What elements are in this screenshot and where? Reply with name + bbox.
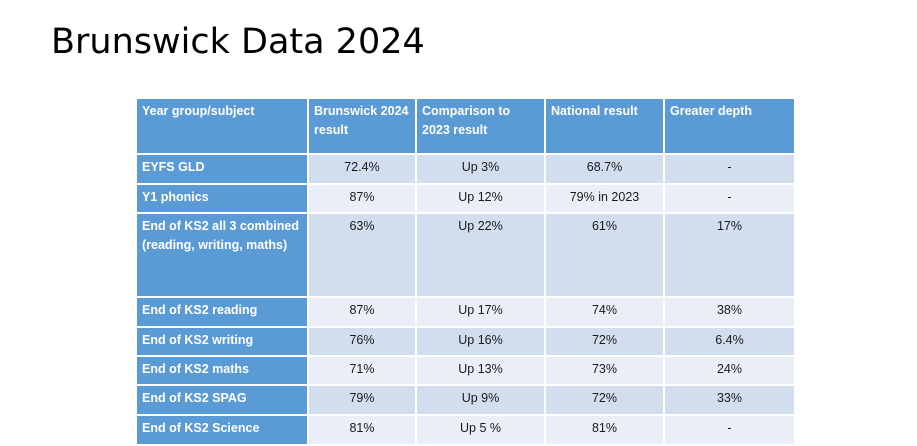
comparison-cell: Up 9% [415,384,546,416]
table-row: End of KS2 Science 81% Up 5 % 81% - [135,414,796,446]
table-row: End of KS2 all 3 combined (reading, writ… [135,212,796,298]
comparison-cell: Up 13% [415,355,546,386]
national-result-cell: 73% [544,355,665,386]
brunswick-result-cell: 87% [307,183,417,214]
national-result-cell: 72% [544,326,665,357]
greater-depth-cell: 6.4% [663,326,796,357]
brunswick-result-cell: 76% [307,326,417,357]
national-result-cell: 72% [544,384,665,416]
table-row: End of KS2 reading 87% Up 17% 74% 38% [135,296,796,328]
greater-depth-cell: - [663,183,796,214]
row-label: End of KS2 Science [135,414,309,446]
header-brunswick-2024-result: Brunswick 2024 result [307,97,417,155]
comparison-cell: Up 17% [415,296,546,328]
header-greater-depth: Greater depth [663,97,796,155]
brunswick-result-cell: 72.4% [307,153,417,185]
greater-depth-cell: 24% [663,355,796,386]
brunswick-result-cell: 71% [307,355,417,386]
row-label: End of KS2 writing [135,326,309,357]
row-label: End of KS2 reading [135,296,309,328]
table-row: End of KS2 SPAG 79% Up 9% 72% 33% [135,384,796,416]
header-comparison-to-2023: Comparison to 2023 result [415,97,546,155]
comparison-cell: Up 12% [415,183,546,214]
national-result-cell: 74% [544,296,665,328]
row-label: End of KS2 SPAG [135,384,309,416]
header-year-group-subject: Year group/subject [135,97,309,155]
national-result-cell: 61% [544,212,665,298]
header-national-result: National result [544,97,665,155]
national-result-cell: 81% [544,414,665,446]
national-result-cell: 79% in 2023 [544,183,665,214]
row-label: Y1 phonics [135,183,309,214]
table-row: EYFS GLD 72.4% Up 3% 68.7% - [135,153,796,185]
table-header-row: Year group/subject Brunswick 2024 result… [135,97,796,155]
table-row: End of KS2 maths 71% Up 13% 73% 24% [135,355,796,386]
brunswick-result-cell: 81% [307,414,417,446]
comparison-cell: Up 3% [415,153,546,185]
comparison-cell: Up 5 % [415,414,546,446]
comparison-cell: Up 22% [415,212,546,298]
results-table: Year group/subject Brunswick 2024 result… [135,97,796,446]
slide-title: Brunswick Data 2024 [51,22,425,62]
greater-depth-cell: 17% [663,212,796,298]
greater-depth-cell: - [663,153,796,185]
greater-depth-cell: - [663,414,796,446]
table-row: End of KS2 writing 76% Up 16% 72% 6.4% [135,326,796,357]
row-label: End of KS2 maths [135,355,309,386]
row-label: EYFS GLD [135,153,309,185]
greater-depth-cell: 38% [663,296,796,328]
national-result-cell: 68.7% [544,153,665,185]
brunswick-result-cell: 79% [307,384,417,416]
table-row: Y1 phonics 87% Up 12% 79% in 2023 - [135,183,796,214]
row-label: End of KS2 all 3 combined (reading, writ… [135,212,309,298]
comparison-cell: Up 16% [415,326,546,357]
brunswick-result-cell: 87% [307,296,417,328]
greater-depth-cell: 33% [663,384,796,416]
brunswick-result-cell: 63% [307,212,417,298]
